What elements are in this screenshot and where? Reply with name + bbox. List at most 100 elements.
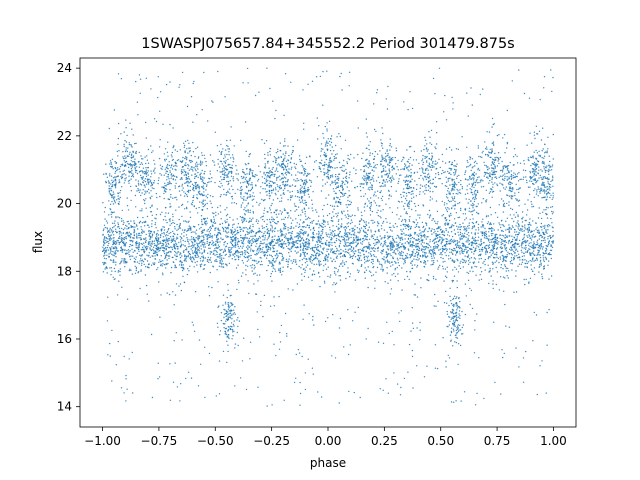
data-point — [231, 244, 234, 246]
data-point — [319, 285, 321, 288]
data-point — [346, 239, 348, 241]
data-point — [154, 258, 156, 260]
data-point — [168, 250, 170, 253]
data-point — [516, 257, 519, 259]
data-point — [365, 223, 367, 225]
data-point — [278, 269, 280, 272]
data-point — [217, 281, 219, 283]
data-point — [329, 251, 332, 253]
data-point — [502, 276, 505, 278]
data-point — [165, 219, 167, 221]
data-point — [301, 273, 303, 275]
data-point — [152, 262, 154, 264]
data-point — [117, 223, 120, 226]
data-point — [302, 231, 305, 234]
data-point — [305, 243, 307, 246]
data-point — [127, 147, 129, 149]
data-point — [171, 151, 174, 154]
data-point — [504, 264, 506, 266]
data-point — [187, 268, 189, 270]
data-point — [186, 177, 188, 179]
data-point — [341, 255, 344, 257]
data-point — [391, 274, 393, 276]
data-point — [234, 228, 236, 230]
data-point — [322, 243, 324, 245]
data-point — [520, 245, 523, 247]
data-point — [345, 245, 347, 247]
data-point — [233, 246, 235, 248]
data-point — [165, 191, 167, 193]
data-point — [200, 176, 202, 178]
data-point — [160, 230, 163, 232]
data-point — [347, 213, 349, 216]
data-point — [167, 255, 170, 257]
data-point — [130, 156, 132, 159]
data-point — [448, 219, 451, 222]
data-point — [244, 256, 246, 259]
data-point — [275, 239, 278, 241]
data-point — [200, 172, 202, 174]
data-point — [192, 252, 194, 254]
data-point — [250, 240, 252, 242]
data-point — [118, 217, 121, 219]
data-point — [110, 259, 112, 261]
data-point — [234, 243, 236, 245]
data-point — [180, 239, 182, 241]
data-point — [524, 248, 527, 250]
data-point — [125, 141, 128, 143]
data-point — [109, 227, 111, 230]
data-point — [361, 264, 363, 266]
data-point — [428, 244, 430, 247]
data-point — [169, 171, 171, 174]
data-point — [460, 246, 462, 249]
data-point — [375, 271, 377, 273]
data-point — [197, 236, 199, 238]
data-point — [156, 208, 158, 210]
data-point — [195, 170, 197, 172]
data-point — [471, 251, 473, 253]
data-point — [335, 267, 337, 270]
data-point — [172, 178, 174, 180]
data-point — [125, 127, 127, 129]
data-point — [183, 235, 185, 237]
data-point — [232, 232, 235, 234]
data-point — [105, 266, 107, 269]
data-point — [128, 251, 130, 253]
data-point — [279, 271, 282, 273]
data-point — [329, 276, 331, 278]
data-point — [161, 168, 163, 170]
data-point — [492, 268, 494, 270]
data-point — [536, 258, 538, 260]
data-point — [410, 254, 412, 257]
data-point — [130, 167, 133, 170]
data-point — [469, 270, 471, 272]
data-point — [135, 246, 137, 248]
data-point — [246, 248, 249, 250]
data-point — [192, 188, 194, 191]
data-point — [150, 173, 153, 175]
data-point — [504, 246, 506, 248]
data-point — [159, 195, 161, 198]
data-point — [368, 238, 371, 240]
data-point — [137, 272, 139, 274]
data-point — [414, 283, 416, 285]
data-point — [125, 160, 128, 163]
data-point — [243, 243, 245, 245]
data-point — [112, 247, 115, 250]
data-point — [481, 225, 484, 227]
data-point — [255, 239, 257, 242]
data-point — [175, 209, 177, 211]
data-point — [241, 228, 243, 230]
data-point — [332, 225, 334, 227]
data-point — [463, 259, 465, 261]
data-point — [492, 263, 494, 265]
data-point — [484, 258, 486, 261]
data-point — [404, 234, 406, 236]
data-point — [445, 247, 447, 250]
data-point — [168, 227, 170, 230]
data-point — [222, 168, 224, 170]
data-point — [165, 212, 167, 214]
data-point — [403, 232, 405, 234]
data-point — [269, 209, 272, 211]
data-point — [467, 237, 469, 239]
